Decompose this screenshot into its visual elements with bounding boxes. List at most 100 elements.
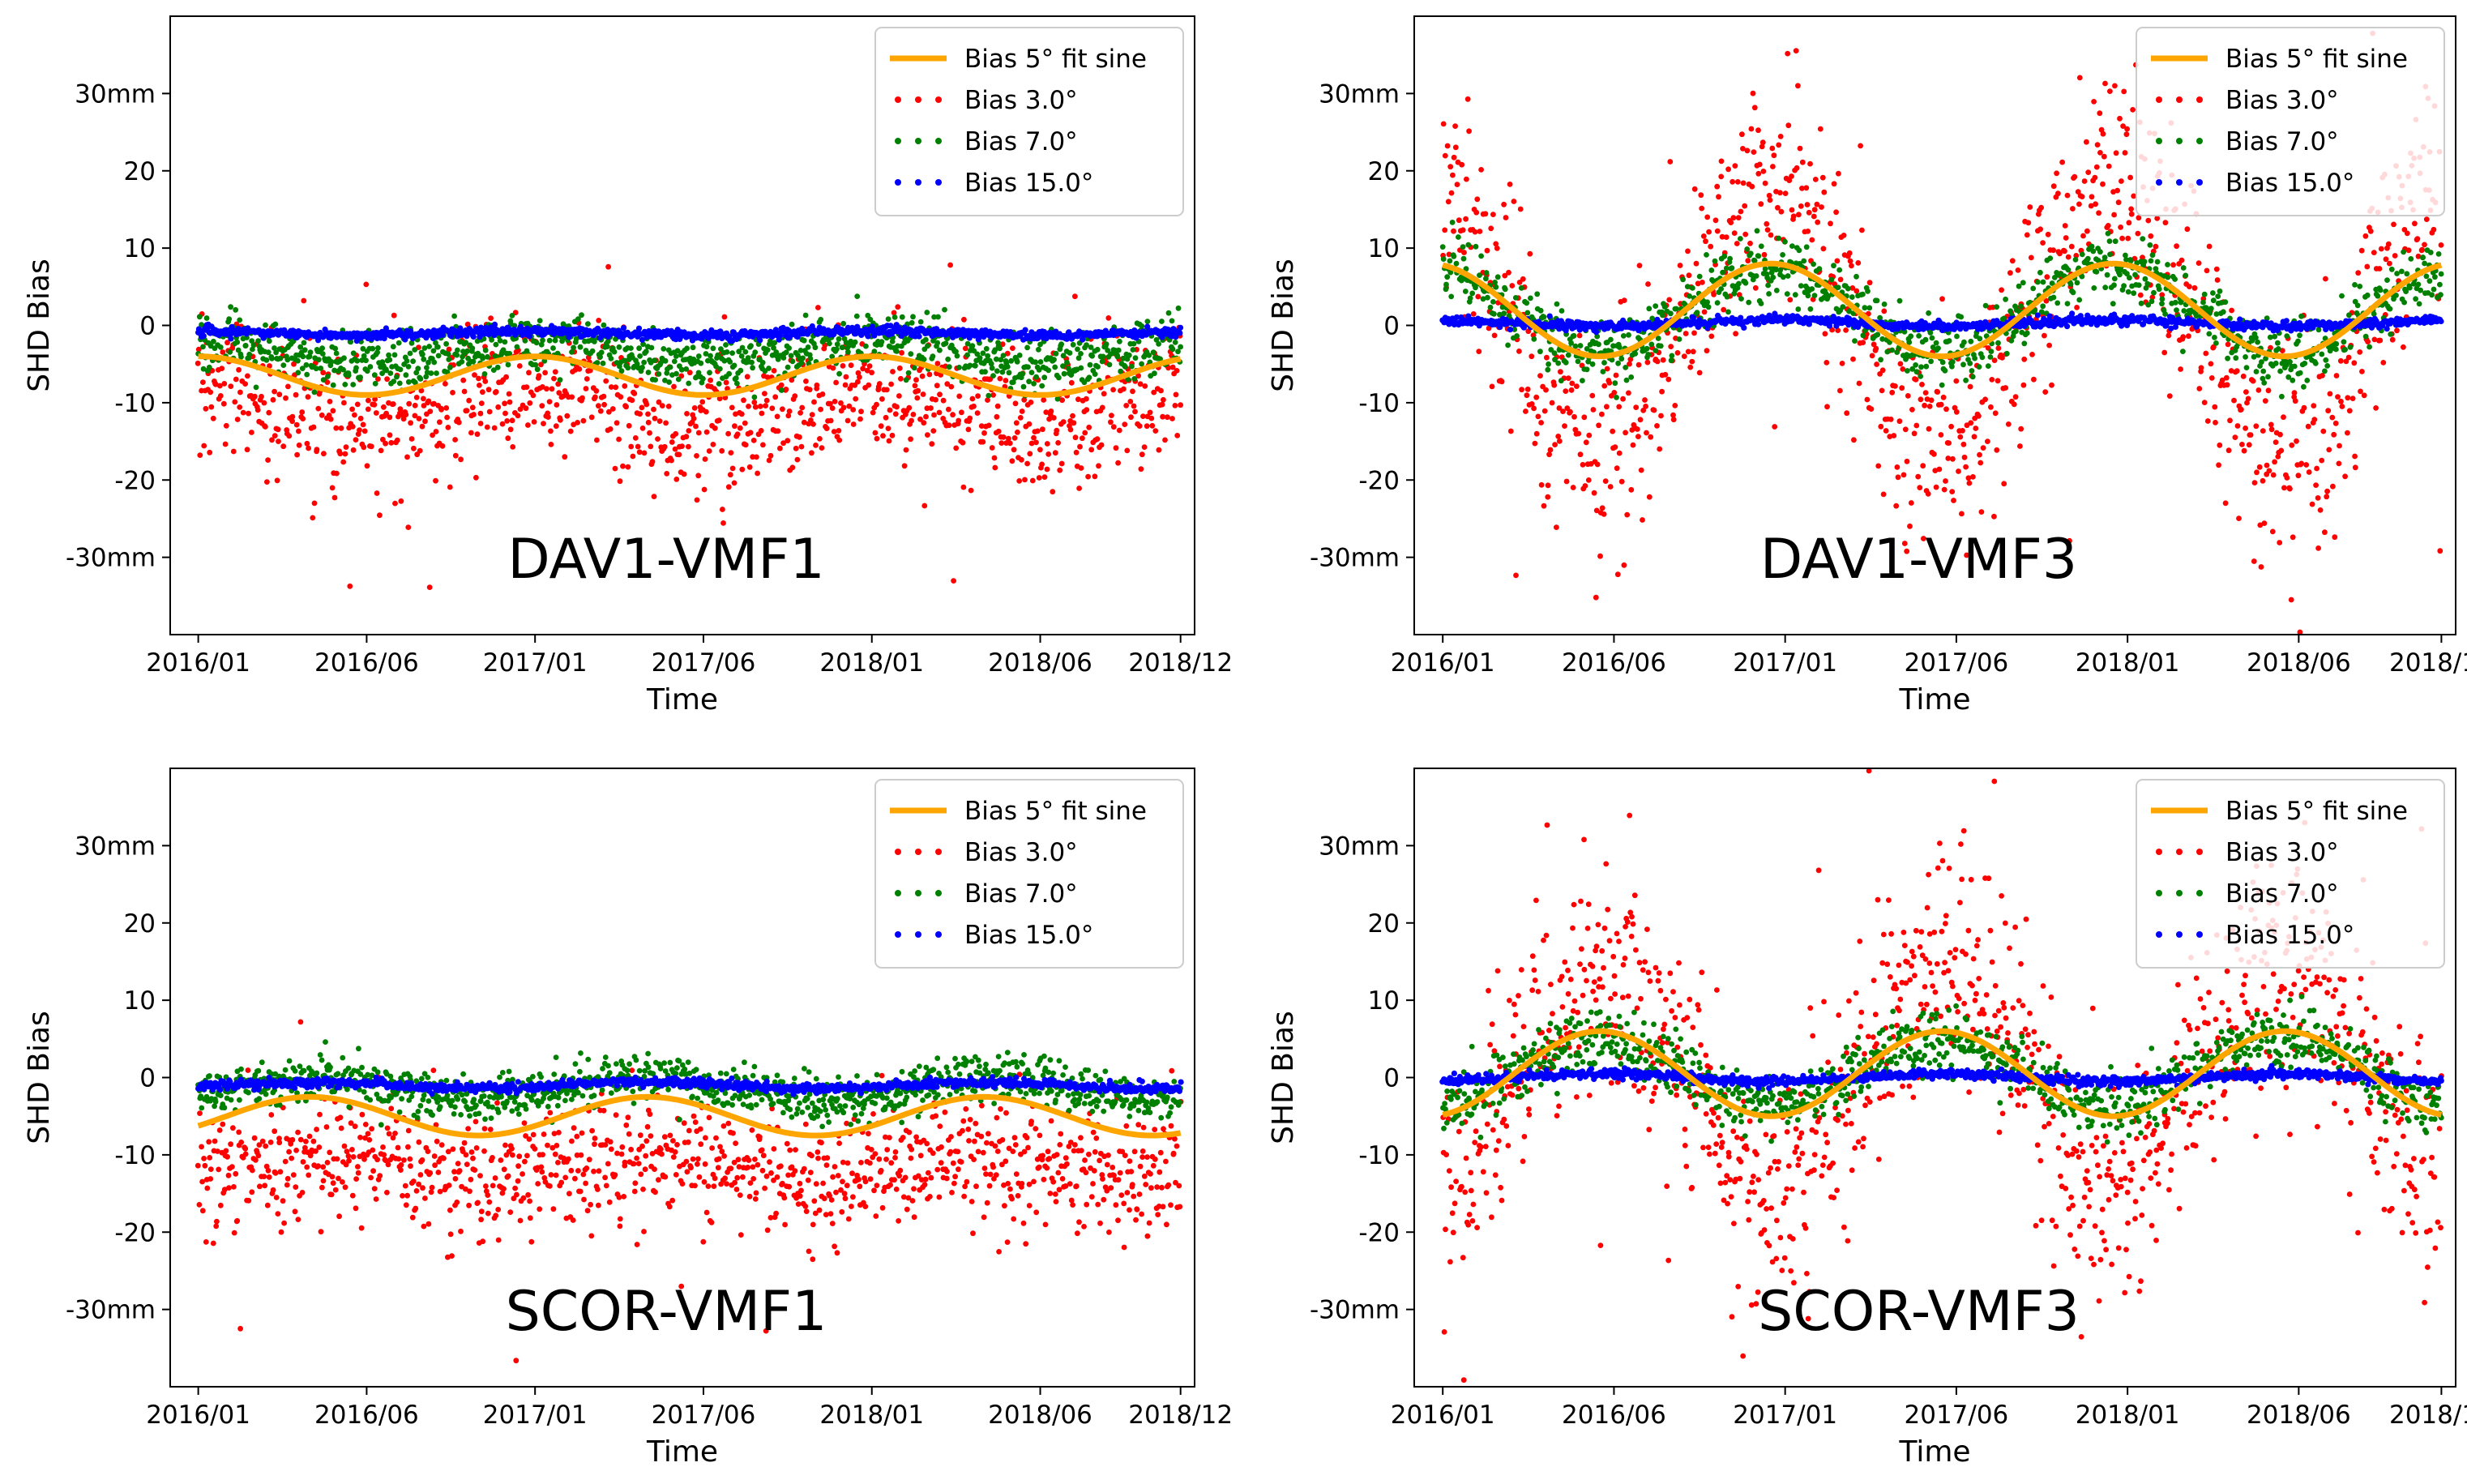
data-point: [516, 363, 523, 369]
data-point: [1758, 301, 1764, 306]
data-point: [785, 364, 791, 370]
data-point: [1660, 357, 1666, 363]
data-point: [1490, 212, 1496, 217]
data-point: [1693, 260, 1700, 267]
data-point: [537, 318, 543, 323]
data-point: [885, 316, 891, 322]
data-point: [910, 412, 917, 417]
data-point: [1669, 353, 1675, 359]
data-point: [321, 451, 327, 457]
data-point: [1175, 305, 1182, 311]
data-point: [207, 449, 213, 455]
data-point: [2075, 189, 2081, 195]
data-point: [564, 413, 571, 419]
data-point: [1127, 399, 1134, 404]
data-point: [623, 404, 629, 410]
data-point: [381, 404, 387, 410]
data-point: [1120, 355, 1127, 361]
data-point: [360, 345, 366, 352]
data-point: [1473, 284, 1478, 291]
data-point: [1991, 357, 1998, 363]
data-point: [266, 338, 272, 344]
data-point: [454, 352, 460, 358]
data-point: [2125, 235, 2131, 242]
data-point: [2018, 303, 2024, 310]
data-point: [1509, 283, 1516, 289]
data-point: [1036, 475, 1042, 481]
data-point: [2122, 150, 2128, 156]
data-point: [342, 382, 348, 387]
data-point: [234, 417, 241, 422]
data-point: [1764, 227, 1771, 233]
data-point: [1082, 430, 1088, 436]
data-point: [311, 500, 318, 507]
data-point: [246, 410, 251, 417]
data-point: [1684, 284, 1691, 289]
data-point: [1862, 305, 1868, 311]
data-point: [1589, 361, 1596, 367]
data-point: [1740, 180, 1747, 186]
data-point: [2154, 216, 2161, 221]
data-point: [1576, 332, 1583, 339]
y-axis-label: SHD Bias: [23, 259, 56, 392]
data-point: [1745, 258, 1751, 264]
data-point: [580, 417, 587, 424]
data-point: [289, 418, 295, 425]
data-point: [915, 387, 921, 394]
data-point: [992, 347, 998, 353]
data-point: [1820, 246, 1827, 252]
data-point: [242, 343, 249, 349]
data-point: [625, 464, 631, 470]
data-point: [1961, 339, 1967, 345]
data-point: [445, 351, 451, 357]
data-point: [605, 344, 610, 349]
data-point: [1505, 342, 1511, 349]
data-point: [1776, 142, 1782, 148]
data-point: [1994, 304, 2000, 310]
data-point: [1846, 308, 1853, 314]
data-point: [1754, 228, 1760, 234]
data-point: [674, 348, 681, 354]
data-point: [1682, 331, 1689, 336]
data-point: [2385, 241, 2392, 247]
data-point: [801, 419, 807, 426]
data-point: [1727, 255, 1734, 262]
data-point: [1006, 370, 1012, 376]
data-point: [1959, 511, 1965, 517]
data-point: [1501, 310, 1507, 317]
data-point: [1811, 207, 1818, 213]
data-point: [1965, 475, 1972, 481]
data-point: [1979, 354, 1986, 361]
data-point: [1982, 302, 1989, 309]
data-point: [891, 310, 897, 316]
data-point: [1511, 199, 1517, 204]
data-point: [1760, 169, 1767, 174]
data-point: [1721, 253, 1728, 259]
data-point: [350, 447, 357, 453]
data-point: [719, 447, 725, 454]
data-point: [2217, 442, 2223, 448]
data-point: [1749, 183, 1755, 190]
data-point: [1474, 196, 1481, 203]
data-point: [583, 386, 589, 391]
data-point: [662, 378, 668, 383]
data-point: [1070, 413, 1075, 419]
data-point: [690, 344, 696, 351]
data-point: [1099, 358, 1105, 365]
y-tick-label: 20: [124, 157, 156, 186]
data-point: [1968, 338, 1974, 344]
data-point: [1103, 341, 1110, 347]
data-point: [1072, 293, 1078, 300]
data-point: [1926, 404, 1933, 409]
data-point: [433, 340, 438, 346]
data-point: [1985, 363, 1991, 369]
data-point: [1621, 297, 1627, 303]
data-point: [2091, 285, 2097, 291]
data-point: [1139, 323, 1145, 329]
data-point: [867, 316, 874, 323]
data-point: [2337, 443, 2342, 449]
data-point: [1766, 192, 1772, 199]
data-point: [374, 349, 380, 356]
data-point: [464, 348, 471, 354]
